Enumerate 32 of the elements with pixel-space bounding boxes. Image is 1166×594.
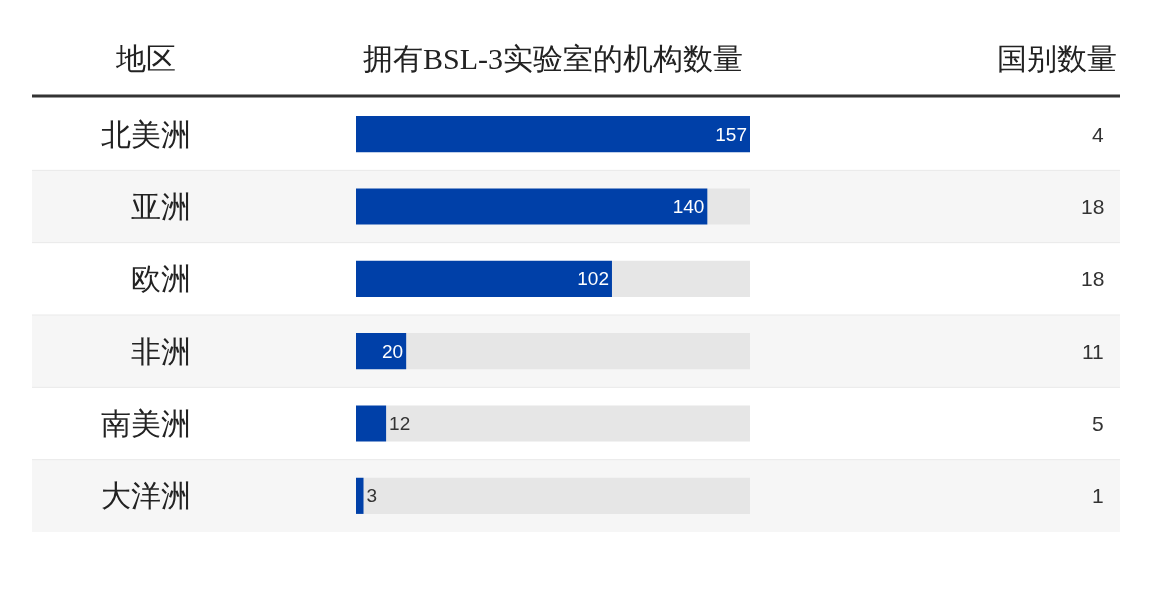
data-label: 20 — [382, 340, 404, 362]
bar — [356, 477, 364, 514]
y-tick-label: 非洲 — [131, 334, 191, 368]
bar — [611, 260, 750, 297]
bar — [356, 188, 708, 225]
y-tick-label: 南美洲 — [101, 407, 191, 440]
bar — [707, 188, 750, 225]
data-label: 157 — [715, 123, 747, 145]
bar — [356, 116, 750, 153]
y-tick-label: 欧洲 — [131, 262, 191, 296]
data-label: 102 — [577, 268, 609, 290]
bar — [356, 333, 407, 370]
bar — [386, 405, 750, 442]
bar — [356, 405, 387, 442]
y-tick-label: 北美洲 — [101, 117, 191, 151]
data-label: 12 — [389, 413, 411, 434]
text: 国别数量 — [997, 42, 1117, 75]
text: 18 — [1081, 267, 1105, 290]
text: 5 — [1092, 412, 1104, 435]
bar — [363, 477, 750, 514]
text: 18 — [1081, 195, 1105, 218]
x-axis-title: 拥有BSL-3实验室的机构数量 — [362, 42, 744, 75]
y-tick-label: 大洋洲 — [101, 479, 191, 513]
bar — [356, 260, 612, 297]
text: 11 — [1082, 340, 1104, 363]
bar — [406, 333, 750, 370]
text: 1 — [1092, 484, 1104, 507]
y-tick-label: 亚洲 — [131, 190, 191, 223]
text: 4 — [1092, 123, 1104, 146]
y-axis-title: 地区 — [115, 42, 176, 75]
data-label: 3 — [366, 485, 378, 507]
data-label: 140 — [672, 196, 705, 217]
